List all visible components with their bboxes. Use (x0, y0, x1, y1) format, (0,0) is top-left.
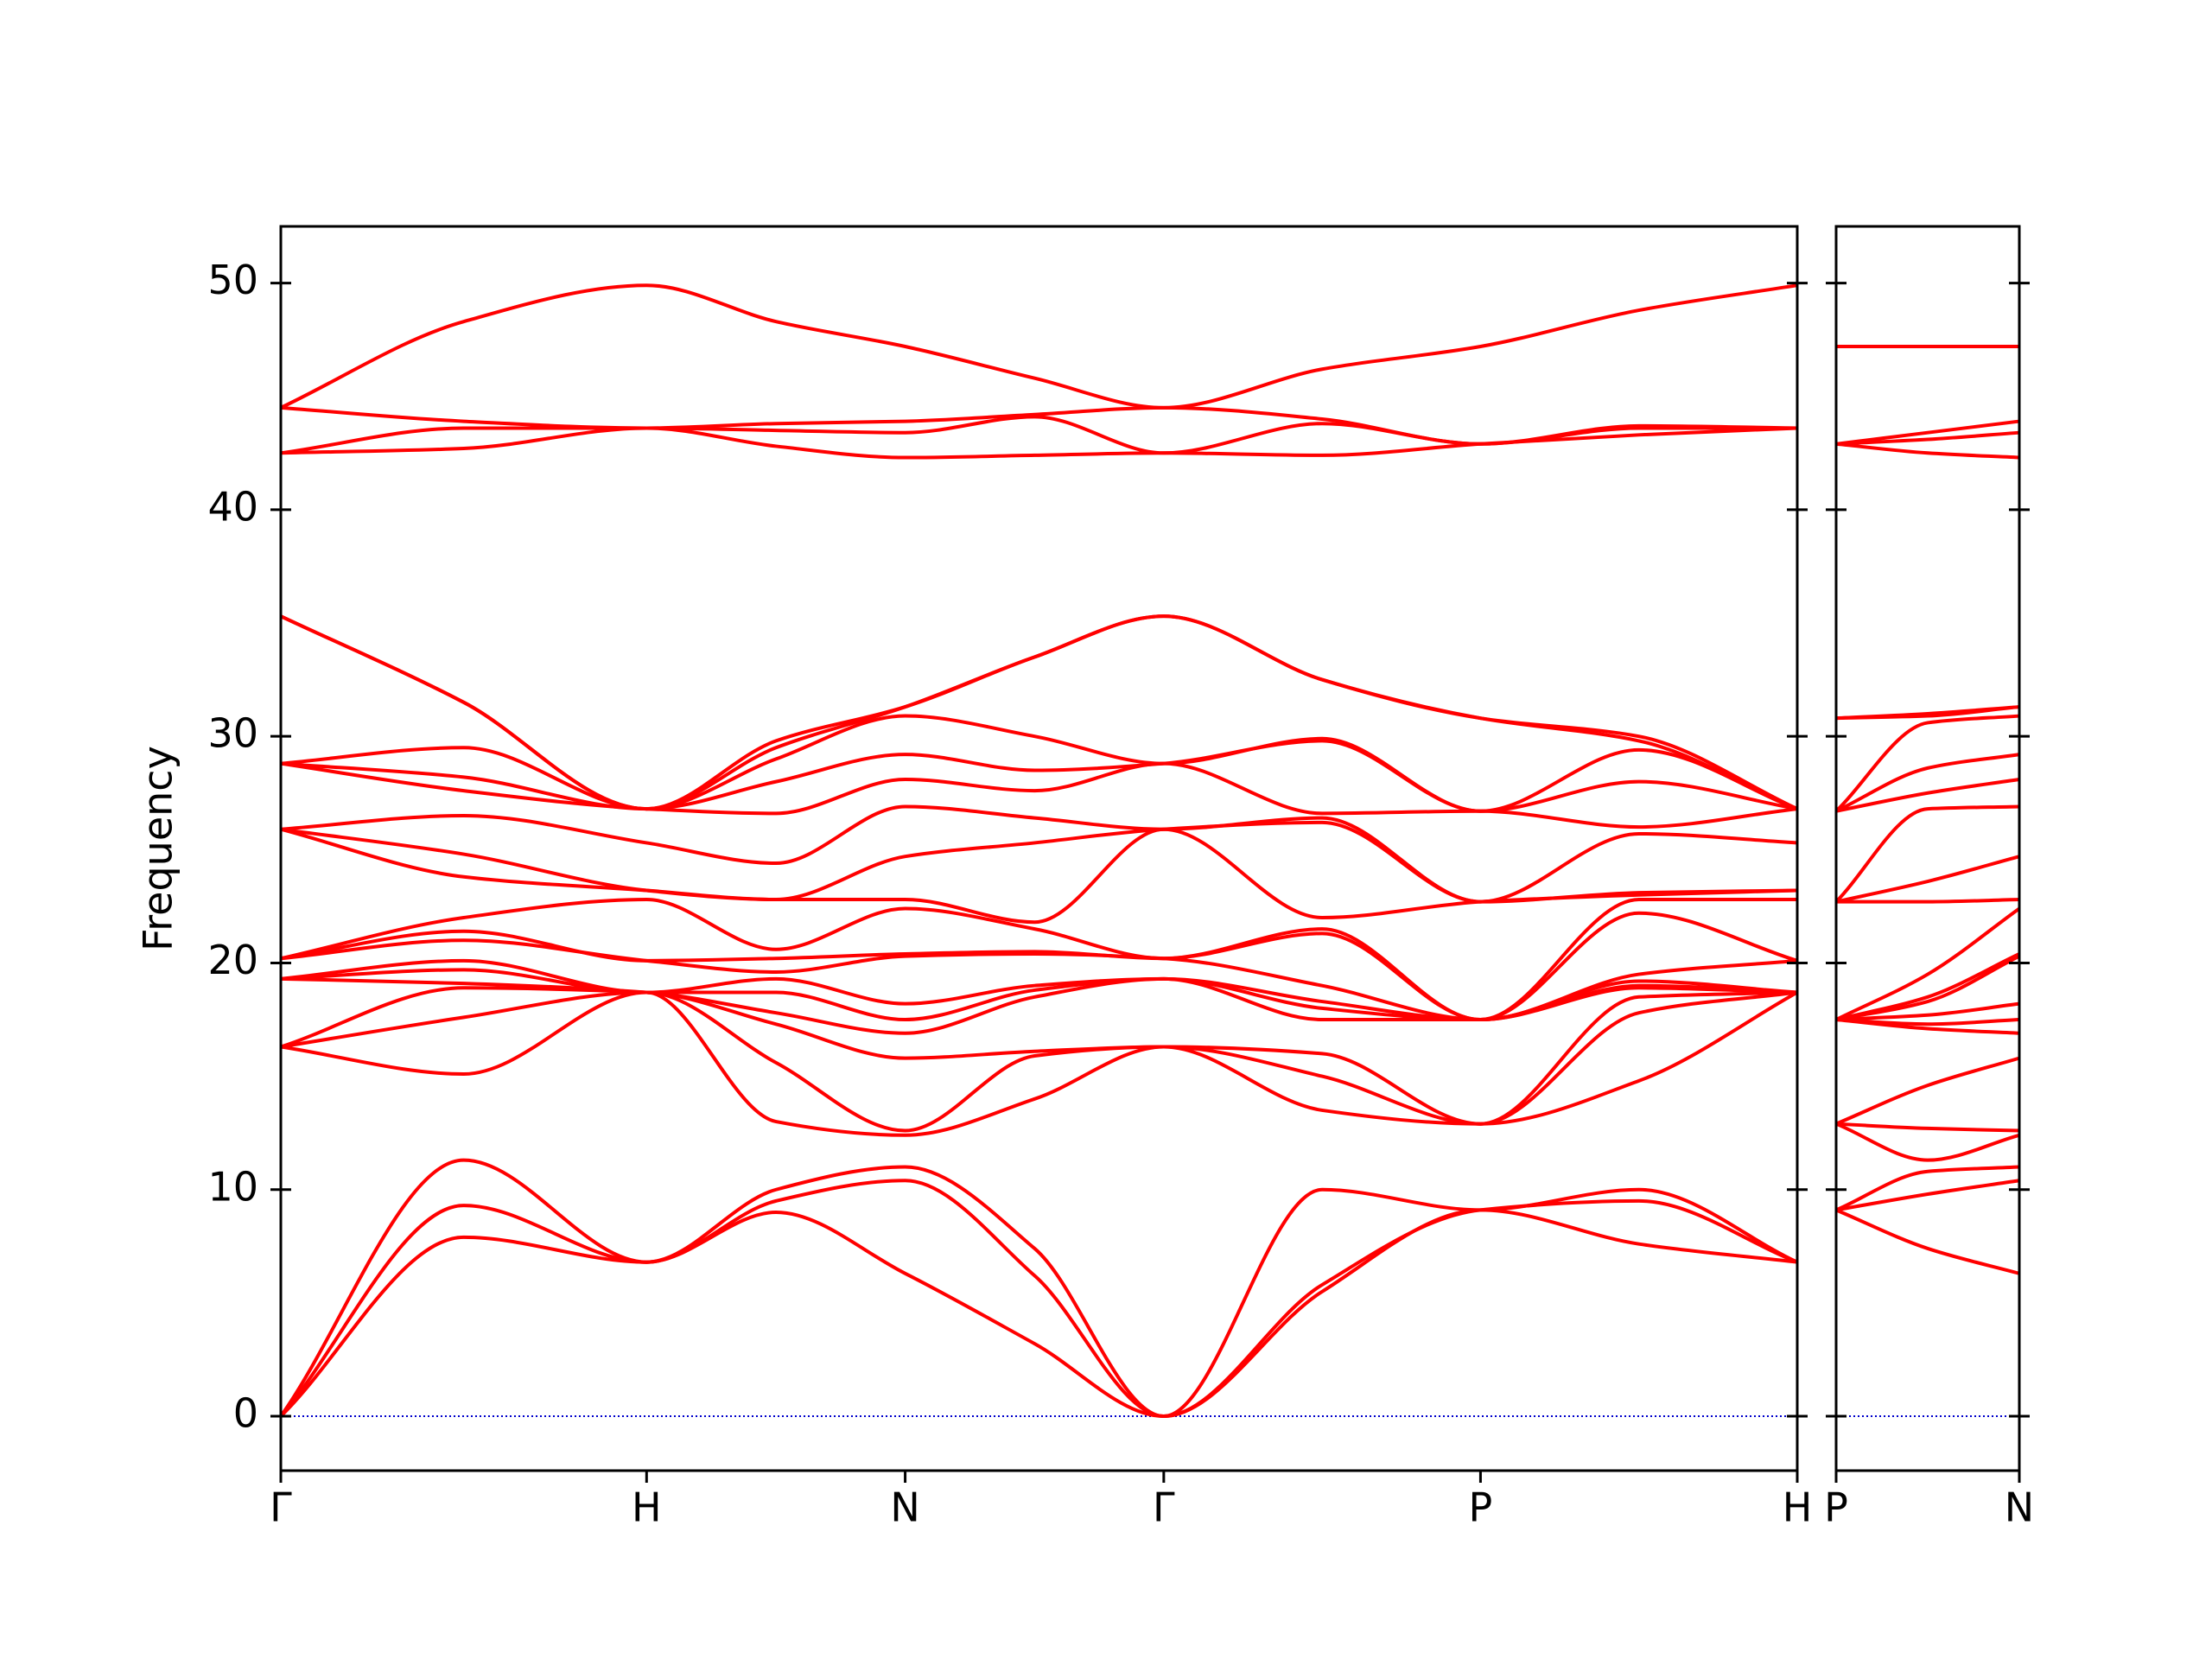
band-line (1835, 1122, 2020, 1162)
band-line (1835, 753, 2020, 813)
band-line (279, 1158, 1798, 1419)
band-line (1835, 442, 2020, 460)
plot-frame (279, 225, 1799, 1472)
band-line (1835, 705, 2020, 721)
band-line (279, 1208, 1798, 1419)
y-axis-label: Frequency (135, 746, 181, 951)
band-line (1835, 906, 2021, 1021)
x-tick-label: P (1469, 1484, 1493, 1531)
plot-frame (1834, 225, 2021, 1472)
band-line (1835, 1056, 2020, 1126)
band-line (1835, 419, 2020, 446)
x-tick-label: N (2005, 1484, 2034, 1531)
band-line (280, 911, 1798, 1022)
band-line (1835, 1208, 2020, 1275)
band-line (280, 283, 1798, 410)
band-line (1835, 952, 2020, 1021)
x-tick-label: Γ (270, 1484, 292, 1531)
x-tick-label: H (1783, 1484, 1813, 1531)
band-line (280, 761, 1798, 830)
band-line (1835, 1122, 2020, 1133)
y-tick-label: 20 (207, 937, 258, 983)
band-line (1835, 1165, 2020, 1212)
band-line (1835, 778, 2020, 813)
band-line (280, 739, 1798, 813)
x-tick-label: P (1824, 1484, 1848, 1531)
y-tick-label: 40 (207, 483, 258, 530)
band-line (279, 1179, 1798, 1419)
band-line (280, 990, 1798, 1133)
y-tick-label: 30 (207, 710, 258, 757)
band-line (280, 405, 1798, 446)
band-line (280, 898, 1797, 1022)
band-line (1834, 804, 2020, 904)
x-tick-label: H (632, 1484, 662, 1531)
x-tick-label: N (890, 1484, 919, 1531)
band-line (280, 614, 1798, 811)
band-line (280, 804, 1798, 904)
y-tick-label: 10 (207, 1163, 258, 1210)
y-tick-label: 50 (207, 257, 258, 303)
band-line (1835, 1001, 2020, 1022)
band-line (1835, 855, 2020, 904)
band-line (1835, 1179, 2020, 1212)
band-line (1836, 898, 2020, 904)
band-line (1834, 714, 2020, 813)
band-line (280, 820, 1798, 904)
band-line (280, 986, 1798, 1126)
band-line (280, 714, 1798, 813)
band-line (280, 614, 1798, 811)
band-line (1835, 430, 2020, 446)
band-line (1835, 954, 2020, 1021)
band-line (1835, 1018, 2020, 1027)
band-line (280, 990, 1798, 1137)
y-tick-label: 0 (233, 1390, 258, 1437)
x-tick-label: Γ (1153, 1484, 1175, 1531)
